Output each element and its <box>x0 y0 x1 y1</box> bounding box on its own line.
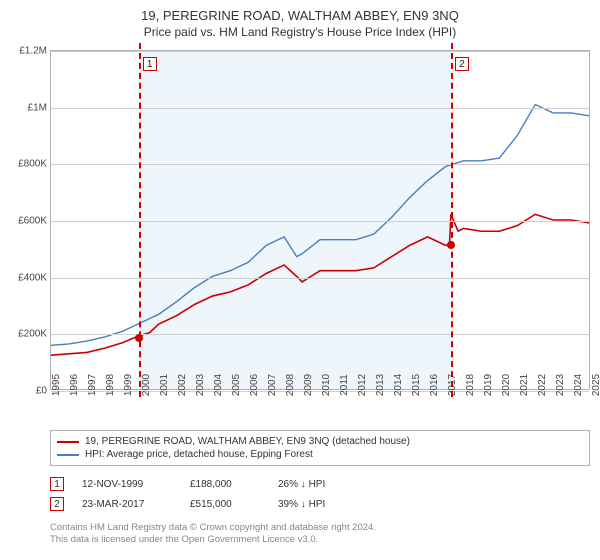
event-row: 2 23-MAR-2017 £515,000 39% ↓ HPI <box>50 494 590 514</box>
legend: 19, PEREGRINE ROAD, WALTHAM ABBEY, EN9 3… <box>50 430 590 466</box>
event-date: 23-MAR-2017 <box>82 499 172 510</box>
x-tick-label: 2006 <box>249 370 260 400</box>
x-tick-label: 1998 <box>105 370 116 400</box>
x-tick-label: 2012 <box>357 370 368 400</box>
chart-title: 19, PEREGRINE ROAD, WALTHAM ABBEY, EN9 3… <box>0 0 600 23</box>
x-tick-label: 1999 <box>123 370 134 400</box>
legend-label: HPI: Average price, detached house, Eppi… <box>85 449 313 460</box>
footnote: Contains HM Land Registry data © Crown c… <box>50 522 590 547</box>
event-price: £515,000 <box>190 499 260 510</box>
x-tick-label: 2018 <box>465 370 476 400</box>
x-tick-label: 2013 <box>375 370 386 400</box>
y-tick-label: £0 <box>3 386 47 397</box>
event-dot <box>135 334 143 342</box>
event-date: 12-NOV-1999 <box>82 479 172 490</box>
footnote-line: Contains HM Land Registry data © Crown c… <box>50 522 590 534</box>
x-tick-label: 2025 <box>591 370 600 400</box>
y-tick-label: £1M <box>3 102 47 113</box>
event-number-box: 2 <box>50 497 64 511</box>
y-gridline <box>51 221 589 222</box>
y-gridline <box>51 108 589 109</box>
legend-label: 19, PEREGRINE ROAD, WALTHAM ABBEY, EN9 3… <box>85 436 410 447</box>
y-tick-label: £600K <box>3 216 47 227</box>
legend-row: HPI: Average price, detached house, Eppi… <box>57 448 583 461</box>
x-tick-label: 2009 <box>303 370 314 400</box>
x-tick-label: 1995 <box>51 370 62 400</box>
chart-plot-area: £0£200K£400K£600K£800K£1M£1.2M1995199619… <box>50 50 590 390</box>
y-gridline <box>51 334 589 335</box>
event-number-box: 1 <box>50 477 64 491</box>
event-price: £188,000 <box>190 479 260 490</box>
x-tick-label: 2023 <box>555 370 566 400</box>
legend-swatch <box>57 441 79 443</box>
x-tick-label: 2016 <box>429 370 440 400</box>
x-tick-label: 2020 <box>501 370 512 400</box>
x-tick-label: 2000 <box>141 370 152 400</box>
event-dot <box>447 241 455 249</box>
x-tick-label: 2010 <box>321 370 332 400</box>
y-gridline <box>51 51 589 52</box>
series-line-hpi <box>51 104 589 345</box>
x-tick-label: 2005 <box>231 370 242 400</box>
event-delta: 26% ↓ HPI <box>278 479 325 490</box>
x-tick-label: 1996 <box>69 370 80 400</box>
x-tick-label: 2001 <box>159 370 170 400</box>
event-marker-line <box>139 43 141 397</box>
events-table: 1 12-NOV-1999 £188,000 26% ↓ HPI 2 23-MAR-201… <box>50 474 590 514</box>
x-tick-label: 2004 <box>213 370 224 400</box>
legend-swatch <box>57 454 79 456</box>
x-tick-label: 2011 <box>339 370 350 400</box>
chart-subtitle: Price paid vs. HM Land Registry's House … <box>0 23 600 45</box>
y-gridline <box>51 164 589 165</box>
y-tick-label: £400K <box>3 272 47 283</box>
chart-svg <box>51 51 589 389</box>
event-marker-label: 1 <box>143 57 157 71</box>
legend-row: 19, PEREGRINE ROAD, WALTHAM ABBEY, EN9 3… <box>57 435 583 448</box>
y-tick-label: £1.2M <box>3 46 47 57</box>
x-tick-label: 2015 <box>411 370 422 400</box>
footnote-line: This data is licensed under the Open Gov… <box>50 534 590 546</box>
x-tick-label: 2022 <box>537 370 548 400</box>
x-tick-label: 2008 <box>285 370 296 400</box>
x-tick-label: 1997 <box>87 370 98 400</box>
x-tick-label: 2003 <box>195 370 206 400</box>
event-marker-label: 2 <box>455 57 469 71</box>
x-tick-label: 2019 <box>483 370 494 400</box>
x-tick-label: 2024 <box>573 370 584 400</box>
event-delta: 39% ↓ HPI <box>278 499 325 510</box>
x-tick-label: 2002 <box>177 370 188 400</box>
y-tick-label: £200K <box>3 329 47 340</box>
x-tick-label: 2021 <box>519 370 530 400</box>
event-row: 1 12-NOV-1999 £188,000 26% ↓ HPI <box>50 474 590 494</box>
event-marker-line <box>451 43 453 397</box>
y-gridline <box>51 278 589 279</box>
x-tick-label: 2014 <box>393 370 404 400</box>
y-tick-label: £800K <box>3 159 47 170</box>
x-tick-label: 2007 <box>267 370 278 400</box>
chart-container: 19, PEREGRINE ROAD, WALTHAM ABBEY, EN9 3… <box>0 0 600 560</box>
